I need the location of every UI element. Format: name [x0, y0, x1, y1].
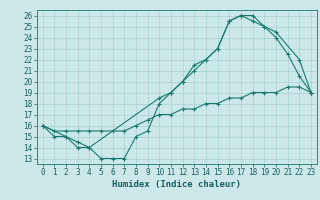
X-axis label: Humidex (Indice chaleur): Humidex (Indice chaleur) — [112, 180, 241, 189]
